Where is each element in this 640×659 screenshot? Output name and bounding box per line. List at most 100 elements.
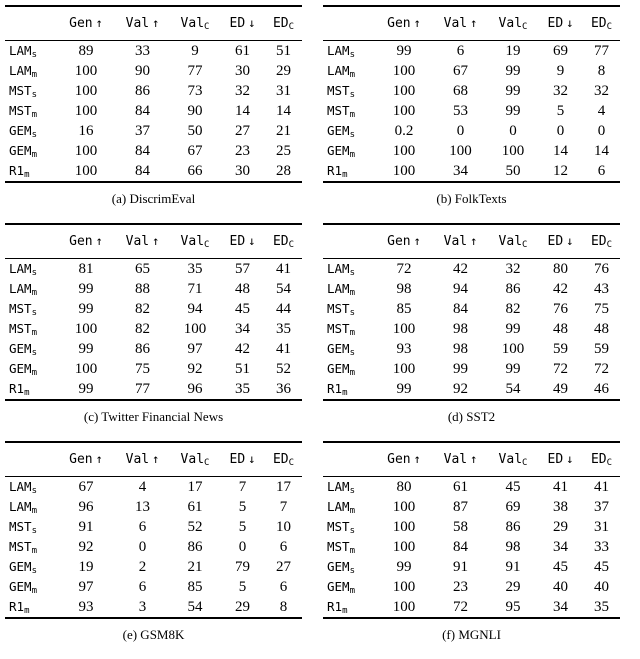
value-cell: 100 — [392, 163, 416, 179]
value-cell: 31 — [276, 83, 291, 99]
table-row: LAMm 100 67 99 9 8 — [323, 61, 620, 81]
value-cell: 21 — [276, 123, 291, 139]
value-cell: 8 — [597, 63, 606, 79]
value-cell: 84 — [453, 539, 468, 555]
row-label: MSTm — [327, 539, 355, 556]
value-cell: 100 — [392, 519, 416, 535]
row-label-header — [5, 6, 57, 41]
table-row: R1m 100 84 66 30 28 — [5, 161, 302, 182]
value-cell: 49 — [553, 381, 568, 397]
value-cell: 5 — [238, 579, 247, 595]
header-row: Gen ↑ Val ↑ ValC ED ↓ EDC — [5, 6, 302, 41]
value-cell: 65 — [135, 261, 150, 277]
row-label: LAMm — [9, 499, 37, 516]
value-cell: 86 — [187, 539, 203, 555]
value-cell: 23 — [453, 579, 468, 595]
row-label: MSTm — [327, 321, 355, 338]
value-cell: 46 — [594, 381, 609, 397]
up-arrow-icon: ↑ — [413, 452, 421, 466]
row-label: R1m — [9, 381, 30, 398]
table-row: LAMm 100 90 77 30 29 — [5, 61, 302, 81]
value-cell: 82 — [505, 301, 521, 317]
col-header-gen: Gen ↑ — [57, 6, 115, 41]
row-label: LAMm — [327, 63, 355, 80]
value-cell: 12 — [553, 163, 568, 179]
up-arrow-icon: ↑ — [413, 234, 421, 248]
value-cell: 35 — [235, 381, 250, 397]
value-cell: 91 — [78, 519, 94, 535]
row-label-header — [323, 442, 375, 477]
value-cell: 99 — [505, 63, 521, 79]
value-cell: 92 — [78, 539, 94, 555]
value-cell: 100 — [392, 83, 416, 99]
value-cell: 8 — [279, 599, 288, 615]
value-cell: 67 — [187, 143, 203, 159]
row-label: LAMm — [9, 63, 37, 80]
up-arrow-icon: ↑ — [152, 16, 160, 30]
value-cell: 67 — [453, 63, 468, 79]
value-cell: 96 — [187, 381, 203, 397]
value-cell: 42 — [553, 281, 568, 297]
row-label: R1m — [9, 599, 30, 616]
value-cell: 90 — [187, 103, 203, 119]
value-cell: 100 — [74, 63, 98, 79]
up-arrow-icon: ↑ — [95, 452, 103, 466]
value-cell: 57 — [235, 261, 250, 277]
up-arrow-icon: ↑ — [152, 452, 160, 466]
value-cell: 100 — [74, 321, 98, 337]
value-cell: 29 — [553, 519, 568, 535]
value-cell: 7 — [279, 499, 288, 515]
value-cell: 5 — [238, 519, 247, 535]
value-cell: 99 — [453, 361, 468, 377]
table-row: MSTs 100 68 99 32 32 — [323, 81, 620, 101]
value-cell: 51 — [276, 43, 291, 59]
down-arrow-icon: ↓ — [248, 452, 256, 466]
value-cell: 84 — [135, 163, 150, 179]
value-cell: 43 — [594, 281, 609, 297]
value-cell: 44 — [276, 301, 291, 317]
value-cell: 98 — [505, 539, 521, 555]
row-label: GEMm — [9, 579, 37, 596]
value-cell: 3 — [138, 599, 147, 615]
value-cell: 51 — [235, 361, 250, 377]
col-header-gen: Gen ↑ — [375, 442, 433, 477]
value-cell: 27 — [276, 559, 291, 575]
value-cell: 80 — [553, 261, 568, 277]
row-label-header — [323, 224, 375, 259]
down-arrow-icon: ↓ — [248, 234, 256, 248]
header-row: Gen ↑ Val ↑ ValC ED ↓ EDC — [5, 442, 302, 477]
row-label: GEMm — [327, 143, 355, 160]
value-cell: 100 — [392, 361, 416, 377]
down-arrow-icon: ↓ — [566, 234, 574, 248]
col-header-ed: ED ↓ — [538, 6, 583, 41]
table-row: MSTs 99 82 94 45 44 — [5, 299, 302, 319]
row-label: GEMm — [327, 579, 355, 596]
table-caption: (a) DiscrimEval — [111, 191, 196, 206]
value-cell: 89 — [78, 43, 94, 59]
value-cell: 98 — [453, 321, 468, 337]
table-row: GEMm 100 75 92 51 52 — [5, 359, 302, 379]
value-cell: 77 — [594, 43, 609, 59]
table-row: GEMs 93 98 100 59 59 — [323, 339, 620, 359]
value-cell: 54 — [505, 381, 521, 397]
value-cell: 94 — [453, 281, 468, 297]
value-cell: 9 — [191, 43, 199, 59]
up-arrow-icon: ↑ — [413, 16, 421, 30]
value-cell: 100 — [74, 361, 98, 377]
value-cell: 42 — [235, 341, 250, 357]
value-cell: 48 — [235, 281, 250, 297]
table-row: LAMm 100 87 69 38 37 — [323, 497, 620, 517]
row-label: MSTs — [9, 519, 37, 536]
value-cell: 100 — [501, 143, 525, 159]
value-cell: 10 — [276, 519, 291, 535]
value-cell: 99 — [396, 43, 412, 59]
up-arrow-icon: ↑ — [470, 234, 478, 248]
value-cell: 48 — [553, 321, 568, 337]
table-figure-gsm8k: Gen ↑ Val ↑ ValC ED ↓ EDC LAMs 67 4 17 7 17 LAMm 9… — [5, 441, 302, 643]
value-cell: 66 — [187, 163, 203, 179]
value-cell: 54 — [187, 599, 203, 615]
value-cell: 93 — [396, 341, 412, 357]
value-cell: 85 — [396, 301, 412, 317]
value-cell: 6 — [279, 539, 288, 555]
